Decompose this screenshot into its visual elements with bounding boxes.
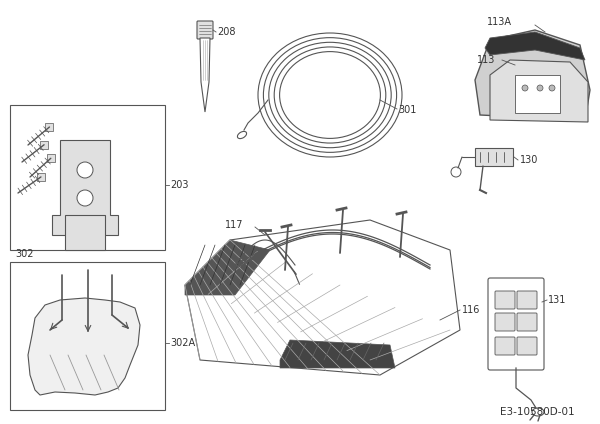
Polygon shape <box>40 141 48 149</box>
Polygon shape <box>475 30 590 120</box>
Polygon shape <box>52 140 118 235</box>
FancyBboxPatch shape <box>517 337 537 355</box>
Text: 302A: 302A <box>170 338 195 349</box>
Polygon shape <box>485 32 585 60</box>
FancyBboxPatch shape <box>495 337 515 355</box>
Text: 130: 130 <box>520 155 538 165</box>
Polygon shape <box>47 154 55 162</box>
Circle shape <box>451 167 461 177</box>
FancyBboxPatch shape <box>517 291 537 309</box>
Text: 301: 301 <box>398 105 416 115</box>
Polygon shape <box>65 215 105 250</box>
Ellipse shape <box>238 131 247 139</box>
Text: 117: 117 <box>225 220 244 230</box>
Text: 203: 203 <box>170 180 188 190</box>
Circle shape <box>549 85 555 91</box>
FancyBboxPatch shape <box>515 75 560 113</box>
Text: 113: 113 <box>477 55 496 65</box>
FancyBboxPatch shape <box>495 313 515 331</box>
FancyBboxPatch shape <box>10 105 165 250</box>
FancyBboxPatch shape <box>495 291 515 309</box>
Circle shape <box>537 85 543 91</box>
Circle shape <box>522 85 528 91</box>
Text: E3-10580D-01: E3-10580D-01 <box>500 407 575 417</box>
Polygon shape <box>185 220 460 375</box>
FancyBboxPatch shape <box>488 278 544 370</box>
Text: 208: 208 <box>217 27 235 37</box>
Text: 131: 131 <box>548 295 566 305</box>
Text: 116: 116 <box>462 305 481 315</box>
FancyBboxPatch shape <box>475 148 513 166</box>
Text: 302: 302 <box>15 249 34 259</box>
Polygon shape <box>37 173 45 181</box>
FancyBboxPatch shape <box>10 262 165 410</box>
Polygon shape <box>200 38 210 112</box>
FancyBboxPatch shape <box>197 21 213 39</box>
Polygon shape <box>490 60 588 122</box>
Text: 113A: 113A <box>487 17 512 27</box>
FancyBboxPatch shape <box>517 313 537 331</box>
Polygon shape <box>28 298 140 395</box>
Ellipse shape <box>532 408 544 416</box>
Circle shape <box>77 162 93 178</box>
Polygon shape <box>280 340 395 368</box>
Circle shape <box>77 190 93 206</box>
Polygon shape <box>185 240 270 295</box>
Polygon shape <box>46 123 53 131</box>
